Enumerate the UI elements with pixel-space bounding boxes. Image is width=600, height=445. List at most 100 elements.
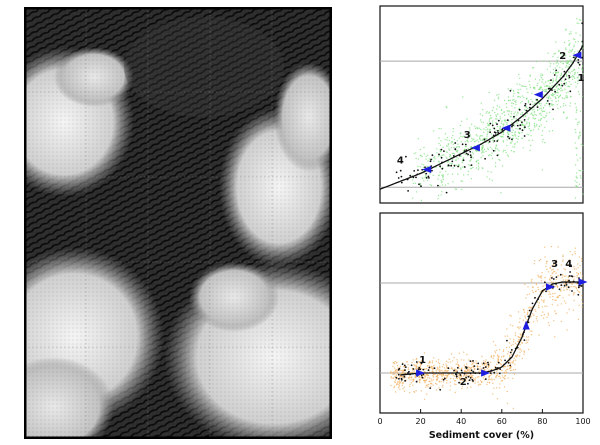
scatter-point	[577, 76, 579, 78]
scatter-point	[452, 130, 454, 133]
scatter-point	[552, 268, 554, 270]
scatter-point	[515, 135, 517, 137]
scatter-point	[538, 119, 540, 121]
scatter-point	[447, 369, 449, 372]
scatter-point	[570, 61, 572, 64]
scatter-point	[563, 79, 566, 82]
scatter-point	[442, 178, 444, 181]
scatter-point	[578, 19, 581, 21]
scatter-point	[435, 360, 437, 362]
scatter-point	[500, 130, 502, 132]
scatter-point	[513, 100, 516, 103]
scatter-point	[475, 167, 478, 169]
scatter-point	[409, 379, 411, 381]
scatter-point	[506, 346, 508, 349]
scatter-point	[402, 376, 404, 378]
measured-point	[395, 171, 398, 174]
measured-point	[427, 369, 430, 371]
scatter-point	[563, 282, 565, 285]
scatter-point	[497, 356, 500, 358]
scatter-point	[472, 139, 474, 141]
scatter-point	[557, 269, 559, 271]
scatter-point	[557, 71, 560, 74]
scatter-point	[487, 147, 489, 149]
measured-point	[546, 100, 549, 102]
scatter-point	[522, 116, 525, 118]
scatter-point	[500, 192, 502, 194]
measured-point	[412, 368, 415, 370]
scatter-point	[511, 111, 513, 113]
direction-arrow-icon	[522, 320, 530, 330]
scatter-point	[488, 91, 490, 94]
measured-point	[447, 164, 450, 167]
scatter-point	[563, 41, 566, 44]
scatter-point	[454, 379, 457, 382]
scatter-point	[565, 47, 567, 49]
scatter-point	[444, 369, 447, 371]
scatter-point	[495, 370, 498, 372]
scatter-point	[414, 182, 417, 184]
scatter-point	[458, 376, 460, 378]
measured-point	[428, 177, 430, 179]
scatter-point	[452, 167, 454, 169]
scatter-point	[403, 390, 406, 392]
scatter-point	[479, 113, 481, 115]
scatter-point	[532, 286, 534, 289]
scatter-point	[528, 122, 530, 124]
scatter-point	[520, 113, 522, 115]
scatter-point	[522, 308, 525, 311]
scatter-point	[540, 275, 543, 277]
scatter-point	[429, 173, 431, 175]
scatter-point	[580, 260, 583, 262]
measured-point	[581, 40, 584, 43]
scatter-point	[526, 123, 528, 125]
scatter-point	[457, 149, 459, 152]
scatter-point	[394, 360, 396, 363]
scatter-point	[483, 148, 486, 151]
scatter-point	[557, 295, 559, 297]
scatter-point	[530, 307, 532, 309]
measured-point	[509, 351, 512, 354]
measured-point	[445, 191, 448, 194]
scatter-point	[528, 117, 530, 119]
measured-point	[581, 22, 584, 25]
scatter-point	[540, 105, 542, 107]
direction-arrow-icon	[481, 369, 491, 377]
scatter-point	[462, 157, 465, 159]
scatter-point	[521, 131, 523, 134]
scatter-point	[469, 368, 471, 370]
scatter-point	[543, 110, 545, 113]
scatter-point	[568, 71, 570, 73]
scatter-point	[484, 369, 486, 371]
scatter-point	[514, 131, 517, 133]
scatter-point	[433, 364, 435, 367]
scatter-point	[413, 391, 415, 393]
scatter-point	[550, 275, 552, 277]
scatter-point	[403, 372, 405, 374]
measured-point	[472, 360, 474, 362]
scatter-point	[431, 362, 434, 364]
scatter-point	[492, 357, 494, 360]
scatter-point	[397, 372, 399, 375]
scatter-point	[578, 67, 580, 69]
scatter-point	[543, 299, 545, 301]
scatter-point	[469, 129, 471, 131]
scatter-point	[514, 111, 516, 113]
scatter-point	[525, 297, 527, 299]
scatter-point	[560, 303, 563, 305]
scatter-point	[520, 334, 522, 336]
scatter-point	[531, 290, 533, 292]
scatter-point	[555, 41, 557, 43]
scatter-point	[526, 112, 528, 115]
scatter-point	[496, 398, 499, 400]
scatter-point	[426, 179, 429, 181]
scatter-point	[580, 177, 582, 179]
scatter-point	[440, 179, 442, 181]
point-label: 2	[559, 51, 566, 62]
scatter-point	[495, 122, 497, 124]
scatter-point	[498, 93, 500, 96]
scatter-point	[556, 285, 558, 287]
scatter-point	[471, 376, 474, 379]
scatter-point	[440, 370, 442, 372]
scatter-point	[452, 360, 454, 362]
